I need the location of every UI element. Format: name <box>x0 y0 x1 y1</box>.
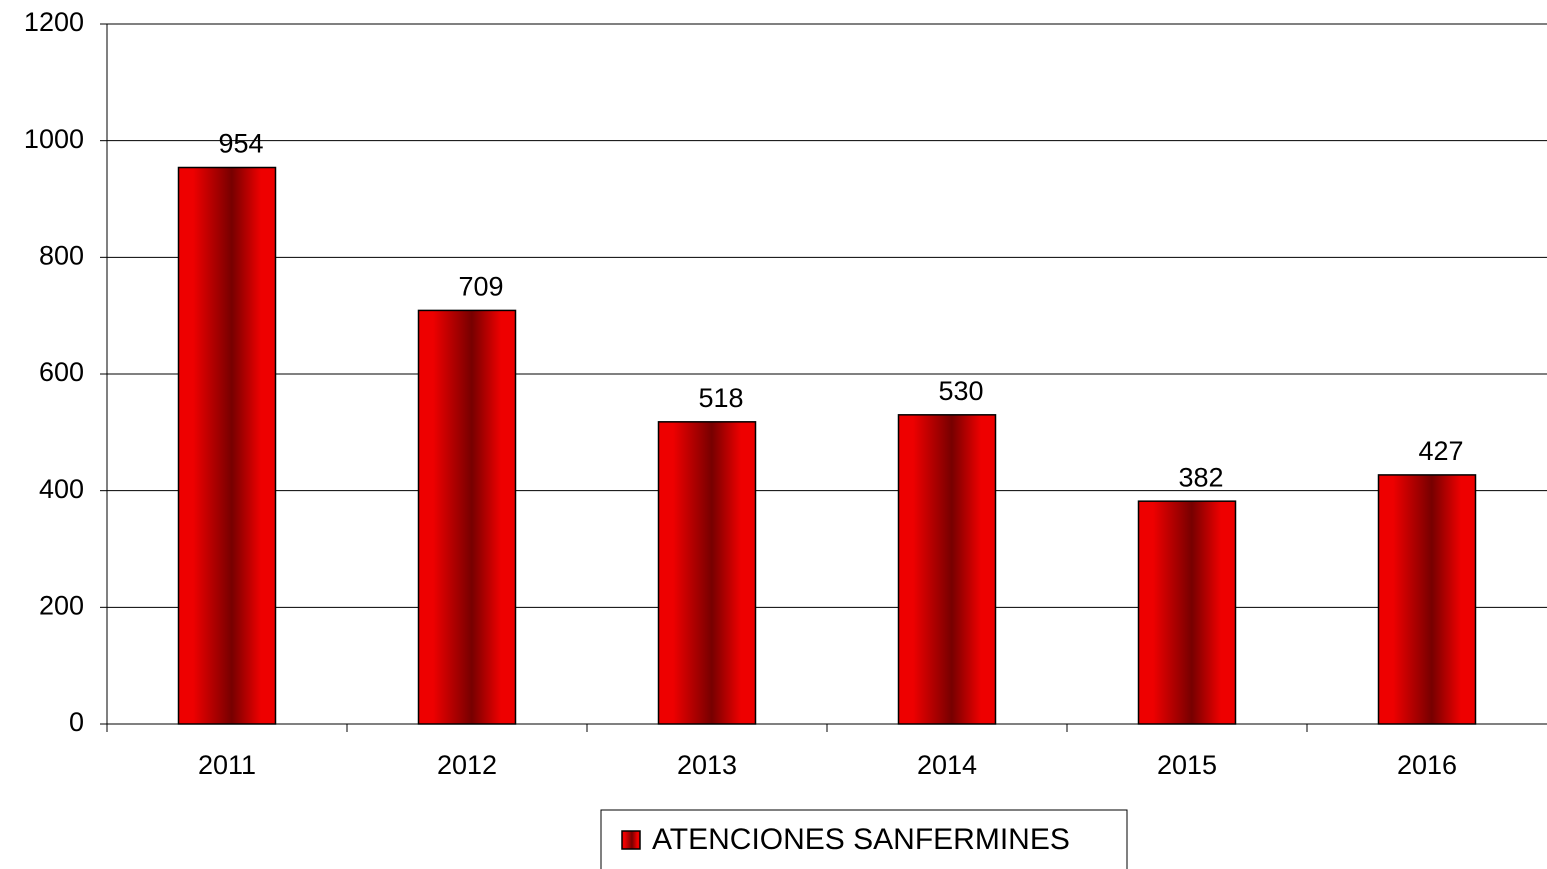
bar <box>657 421 757 725</box>
legend-swatch <box>621 830 641 850</box>
data-label: 518 <box>698 383 743 413</box>
data-label: 382 <box>1178 462 1223 492</box>
bar <box>177 166 277 725</box>
bar <box>417 309 517 725</box>
x-tick-label: 2013 <box>677 750 737 780</box>
legend-label: ATENCIONES SANFERMINES <box>652 823 1070 856</box>
y-tick-label: 200 <box>39 590 84 620</box>
y-tick-label: 400 <box>39 474 84 504</box>
x-tick-label: 2014 <box>917 750 977 780</box>
bar <box>1137 500 1237 725</box>
x-tick-label: 2015 <box>1157 750 1217 780</box>
data-label: 427 <box>1418 436 1463 466</box>
y-tick-label: 1200 <box>24 7 84 37</box>
x-tick-label: 2016 <box>1397 750 1457 780</box>
data-label: 709 <box>458 272 503 302</box>
data-label: 954 <box>218 129 263 159</box>
x-tick-label: 2011 <box>198 750 256 780</box>
y-tick-label: 800 <box>39 240 84 270</box>
data-label: 530 <box>938 376 983 406</box>
y-tick-label: 0 <box>69 707 84 737</box>
bar <box>897 414 997 725</box>
x-tick-label: 2012 <box>437 750 497 780</box>
y-tick-label: 600 <box>39 357 84 387</box>
bar <box>1377 474 1477 725</box>
legend-box <box>600 809 1128 869</box>
y-tick-label: 1000 <box>24 124 84 154</box>
